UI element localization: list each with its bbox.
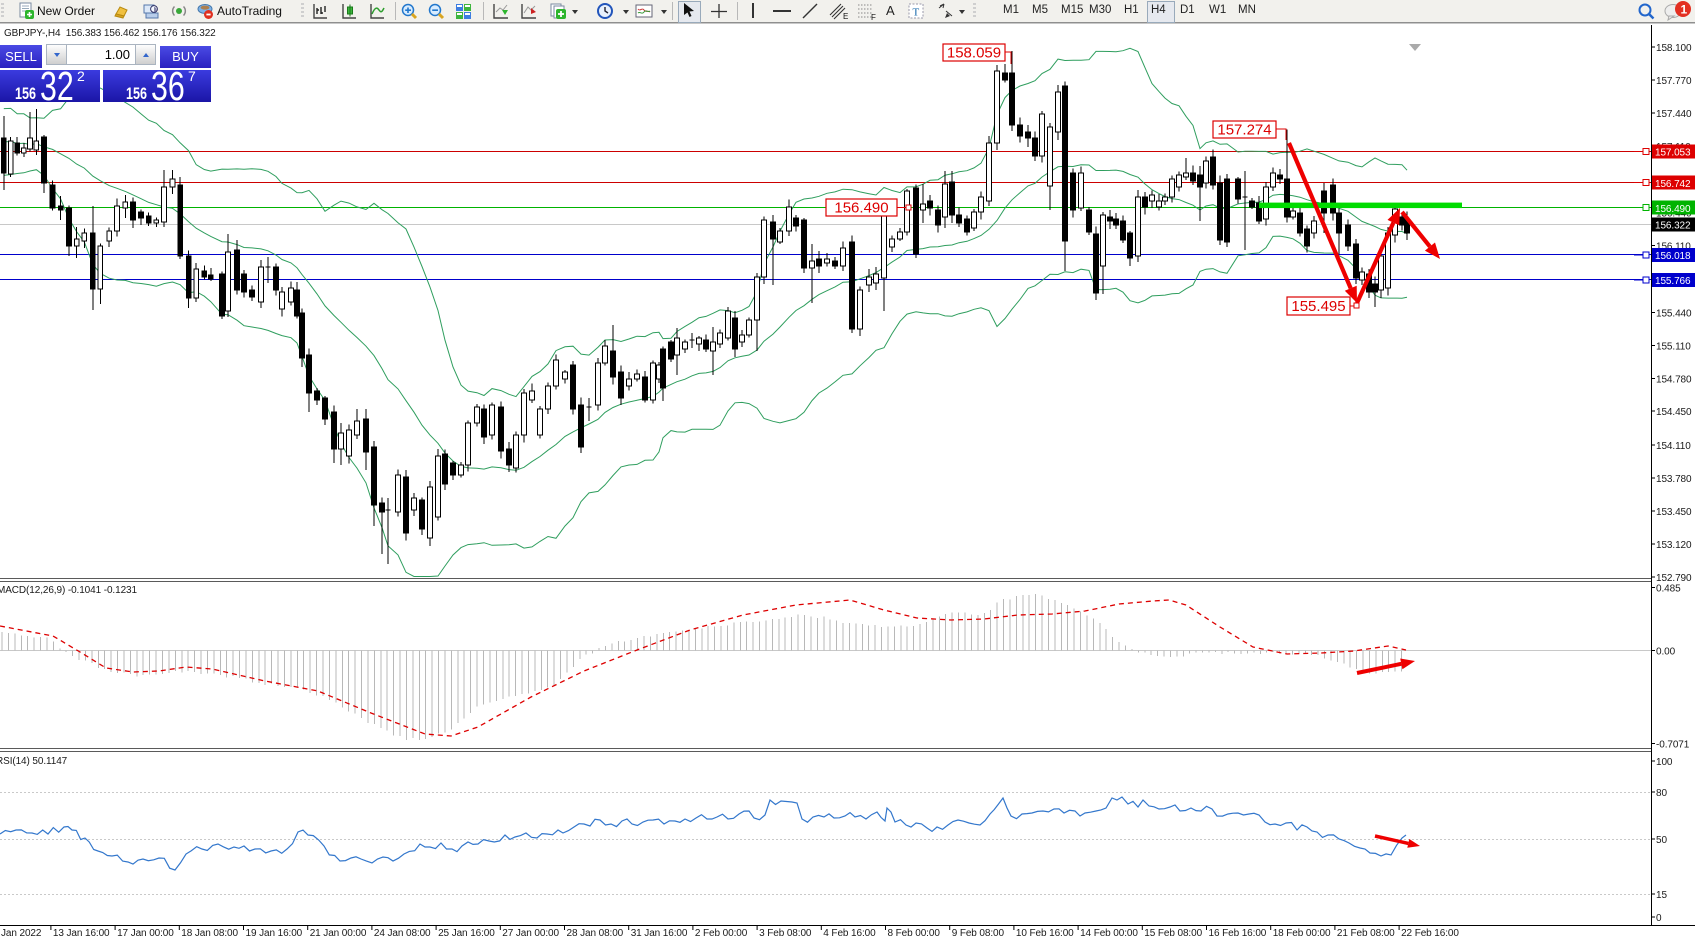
svg-text:0: 0 [1656,913,1662,924]
svg-text:157.440: 157.440 [1656,109,1692,120]
svg-text:18 Feb 00:00: 18 Feb 00:00 [1273,928,1331,939]
svg-text:50: 50 [1656,835,1667,846]
svg-text:21 Jan 00:00: 21 Jan 00:00 [310,928,367,939]
svg-text:MACD(12,26,9) -0.1041 -0.1231: MACD(12,26,9) -0.1041 -0.1231 [0,585,137,596]
svg-text:4 Feb 16:00: 4 Feb 16:00 [823,928,876,939]
svg-text:158.059: 158.059 [947,45,1001,62]
svg-text:156.490: 156.490 [834,200,888,217]
svg-text:19 Jan 16:00: 19 Jan 16:00 [246,928,303,939]
svg-text:153.450: 153.450 [1656,507,1692,518]
svg-text:18 Jan 08:00: 18 Jan 08:00 [181,928,238,939]
svg-text:0.00: 0.00 [1656,647,1676,658]
svg-text:156.110: 156.110 [1656,242,1691,253]
svg-text:9 Feb 08:00: 9 Feb 08:00 [952,928,1005,939]
svg-text:0.485: 0.485 [1656,584,1681,595]
svg-text:154.450: 154.450 [1656,407,1692,418]
svg-text:25 Jan 16:00: 25 Jan 16:00 [438,928,495,939]
svg-text:154.110: 154.110 [1656,441,1691,452]
svg-text:24 Jan 08:00: 24 Jan 08:00 [374,928,431,939]
svg-text:8 Feb 00:00: 8 Feb 00:00 [888,928,941,939]
svg-text:GBPJPY-,H4 156.383 156.462 15: GBPJPY-,H4 156.383 156.462 156.176 156.3… [4,28,216,39]
svg-text:Jan 2022: Jan 2022 [1,928,42,939]
svg-text:152.790: 152.790 [1656,573,1692,584]
svg-text:80: 80 [1656,788,1667,799]
svg-text:17 Jan 00:00: 17 Jan 00:00 [117,928,174,939]
svg-text:15: 15 [1656,890,1667,901]
svg-text:154.780: 154.780 [1656,374,1692,385]
svg-text:13 Jan 16:00: 13 Jan 16:00 [53,928,110,939]
svg-text:22 Feb 16:00: 22 Feb 16:00 [1401,928,1459,939]
svg-text:156.742: 156.742 [1655,179,1691,190]
svg-text:14 Feb 00:00: 14 Feb 00:00 [1080,928,1138,939]
svg-text:157.274: 157.274 [1217,122,1271,139]
svg-text:153.120: 153.120 [1656,540,1692,551]
svg-text:10 Feb 16:00: 10 Feb 16:00 [1016,928,1074,939]
svg-text:155.440: 155.440 [1656,309,1692,320]
svg-text:16 Feb 16:00: 16 Feb 16:00 [1209,928,1267,939]
svg-text:157.770: 157.770 [1656,76,1692,87]
svg-text:27 Jan 00:00: 27 Jan 00:00 [502,928,559,939]
svg-text:2 Feb 00:00: 2 Feb 00:00 [695,928,748,939]
svg-text:3 Feb 08:00: 3 Feb 08:00 [759,928,812,939]
svg-text:156.018: 156.018 [1655,251,1691,262]
svg-text:1: 1 [1681,3,1688,17]
svg-text:156.322: 156.322 [1655,221,1691,232]
svg-text:21 Feb 08:00: 21 Feb 08:00 [1337,928,1395,939]
svg-text:E: E [843,12,848,21]
svg-text:156.490: 156.490 [1655,204,1691,215]
svg-text:F: F [871,13,876,21]
svg-text:15 Feb 08:00: 15 Feb 08:00 [1144,928,1202,939]
svg-text:28 Jan 08:00: 28 Jan 08:00 [567,928,624,939]
svg-text:155.495: 155.495 [1291,298,1345,315]
svg-text:-0.7071: -0.7071 [1656,740,1690,751]
svg-text:153.780: 153.780 [1656,474,1692,485]
svg-text:155.766: 155.766 [1655,276,1691,287]
svg-text:157.053: 157.053 [1655,148,1691,159]
svg-text:100: 100 [1656,757,1673,768]
svg-text:158.100: 158.100 [1656,43,1692,54]
svg-text:RSI(14) 50.1147: RSI(14) 50.1147 [0,756,68,767]
svg-text:31 Jan 16:00: 31 Jan 16:00 [631,928,688,939]
svg-text:155.110: 155.110 [1656,341,1691,352]
svg-text:T: T [913,7,920,19]
